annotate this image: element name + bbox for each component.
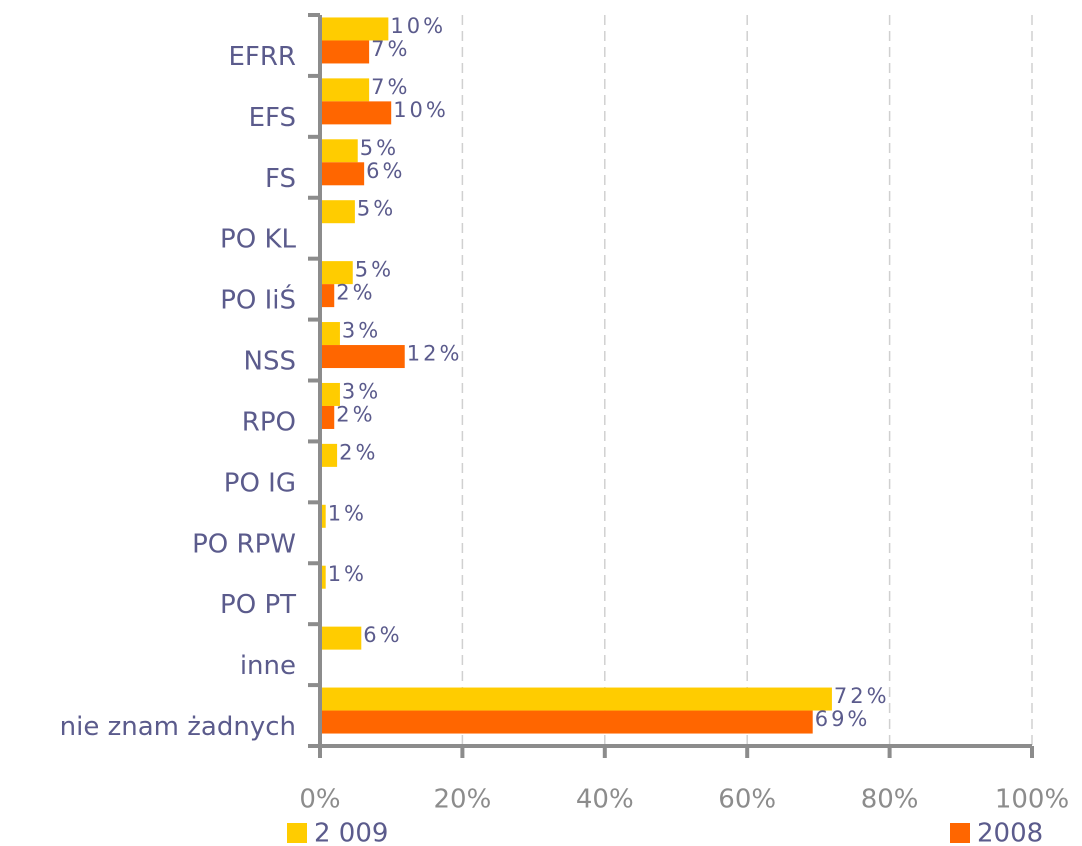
category-label: PO KL	[220, 225, 296, 255]
category-label: FS	[265, 164, 296, 194]
bar	[320, 261, 353, 285]
data-label: 7%	[371, 75, 410, 99]
category-label: EFRR	[228, 42, 296, 72]
bar	[320, 78, 370, 102]
x-tick-label: 100%	[995, 785, 1069, 815]
x-tick-label: 20%	[434, 785, 492, 815]
legend-swatch	[287, 823, 307, 843]
data-label: 5%	[355, 258, 394, 282]
legend-swatch	[950, 823, 970, 843]
data-label: 10%	[393, 98, 449, 122]
legend-label: 2 009	[314, 819, 388, 846]
bar	[320, 405, 335, 429]
bar	[320, 710, 813, 734]
category-label: PO PT	[220, 590, 296, 620]
bar	[320, 345, 405, 369]
category-label: inne	[240, 651, 296, 681]
data-label: 1%	[328, 501, 367, 525]
bar	[320, 382, 340, 406]
data-label: 6%	[363, 623, 402, 647]
bar	[320, 284, 335, 308]
data-label: 12%	[407, 342, 463, 366]
legend-label: 2008	[977, 819, 1043, 846]
bar	[320, 322, 340, 346]
bar	[320, 443, 338, 467]
data-label: 2%	[336, 402, 375, 426]
bar	[320, 162, 365, 186]
data-label: 3%	[342, 319, 381, 343]
data-label: 5%	[360, 136, 399, 160]
data-label: 10%	[390, 14, 446, 38]
data-label: 1%	[328, 562, 367, 586]
category-label: nie znam żadnych	[60, 712, 296, 742]
bar	[320, 40, 370, 64]
x-tick-label: 40%	[576, 785, 634, 815]
category-label: PO IG	[224, 468, 296, 498]
data-label: 72%	[834, 684, 890, 708]
x-tick-label: 80%	[861, 785, 919, 815]
data-label: 69%	[815, 707, 871, 731]
category-label: NSS	[244, 347, 296, 377]
bar	[320, 504, 326, 528]
category-label: PO IiŚ	[220, 284, 296, 316]
bar	[320, 17, 389, 41]
bar	[320, 101, 392, 125]
data-label: 3%	[342, 379, 381, 403]
data-label: 7%	[371, 37, 410, 61]
bar	[320, 687, 832, 711]
bar	[320, 565, 326, 589]
x-tick-label: 60%	[718, 785, 776, 815]
bar	[320, 139, 358, 163]
data-label: 2%	[339, 440, 378, 464]
bar	[320, 200, 355, 224]
bar	[320, 626, 362, 650]
x-tick-label: 0%	[299, 785, 340, 815]
category-label: EFS	[249, 103, 296, 133]
category-label: RPO	[242, 407, 296, 437]
category-label: PO RPW	[192, 529, 296, 559]
data-label: 2%	[336, 281, 375, 305]
data-label: 6%	[366, 159, 405, 183]
data-label: 5%	[357, 197, 396, 221]
